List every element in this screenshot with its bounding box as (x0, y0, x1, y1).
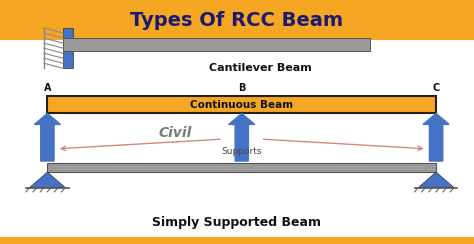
Text: Simply Supported Beam: Simply Supported Beam (153, 215, 321, 229)
FancyArrow shape (228, 113, 255, 161)
Text: Cantilever Beam: Cantilever Beam (210, 63, 312, 73)
Polygon shape (29, 172, 65, 188)
FancyArrow shape (34, 113, 61, 161)
Text: C: C (432, 83, 440, 93)
Bar (47, 96, 436, 113)
Bar (63, 28, 73, 68)
Bar (0, 237, 474, 244)
Text: Supports: Supports (221, 147, 262, 156)
Text: B: B (238, 83, 246, 93)
Text: Civil: Civil (159, 126, 192, 140)
Text: Continuous Beam: Continuous Beam (190, 100, 293, 110)
Text: A: A (44, 83, 51, 93)
Bar (0, 0, 474, 40)
Text: Types Of RCC Beam: Types Of RCC Beam (130, 11, 344, 30)
FancyArrow shape (423, 113, 449, 161)
Bar (47, 163, 436, 172)
Polygon shape (418, 172, 454, 188)
Bar (63, 38, 370, 51)
